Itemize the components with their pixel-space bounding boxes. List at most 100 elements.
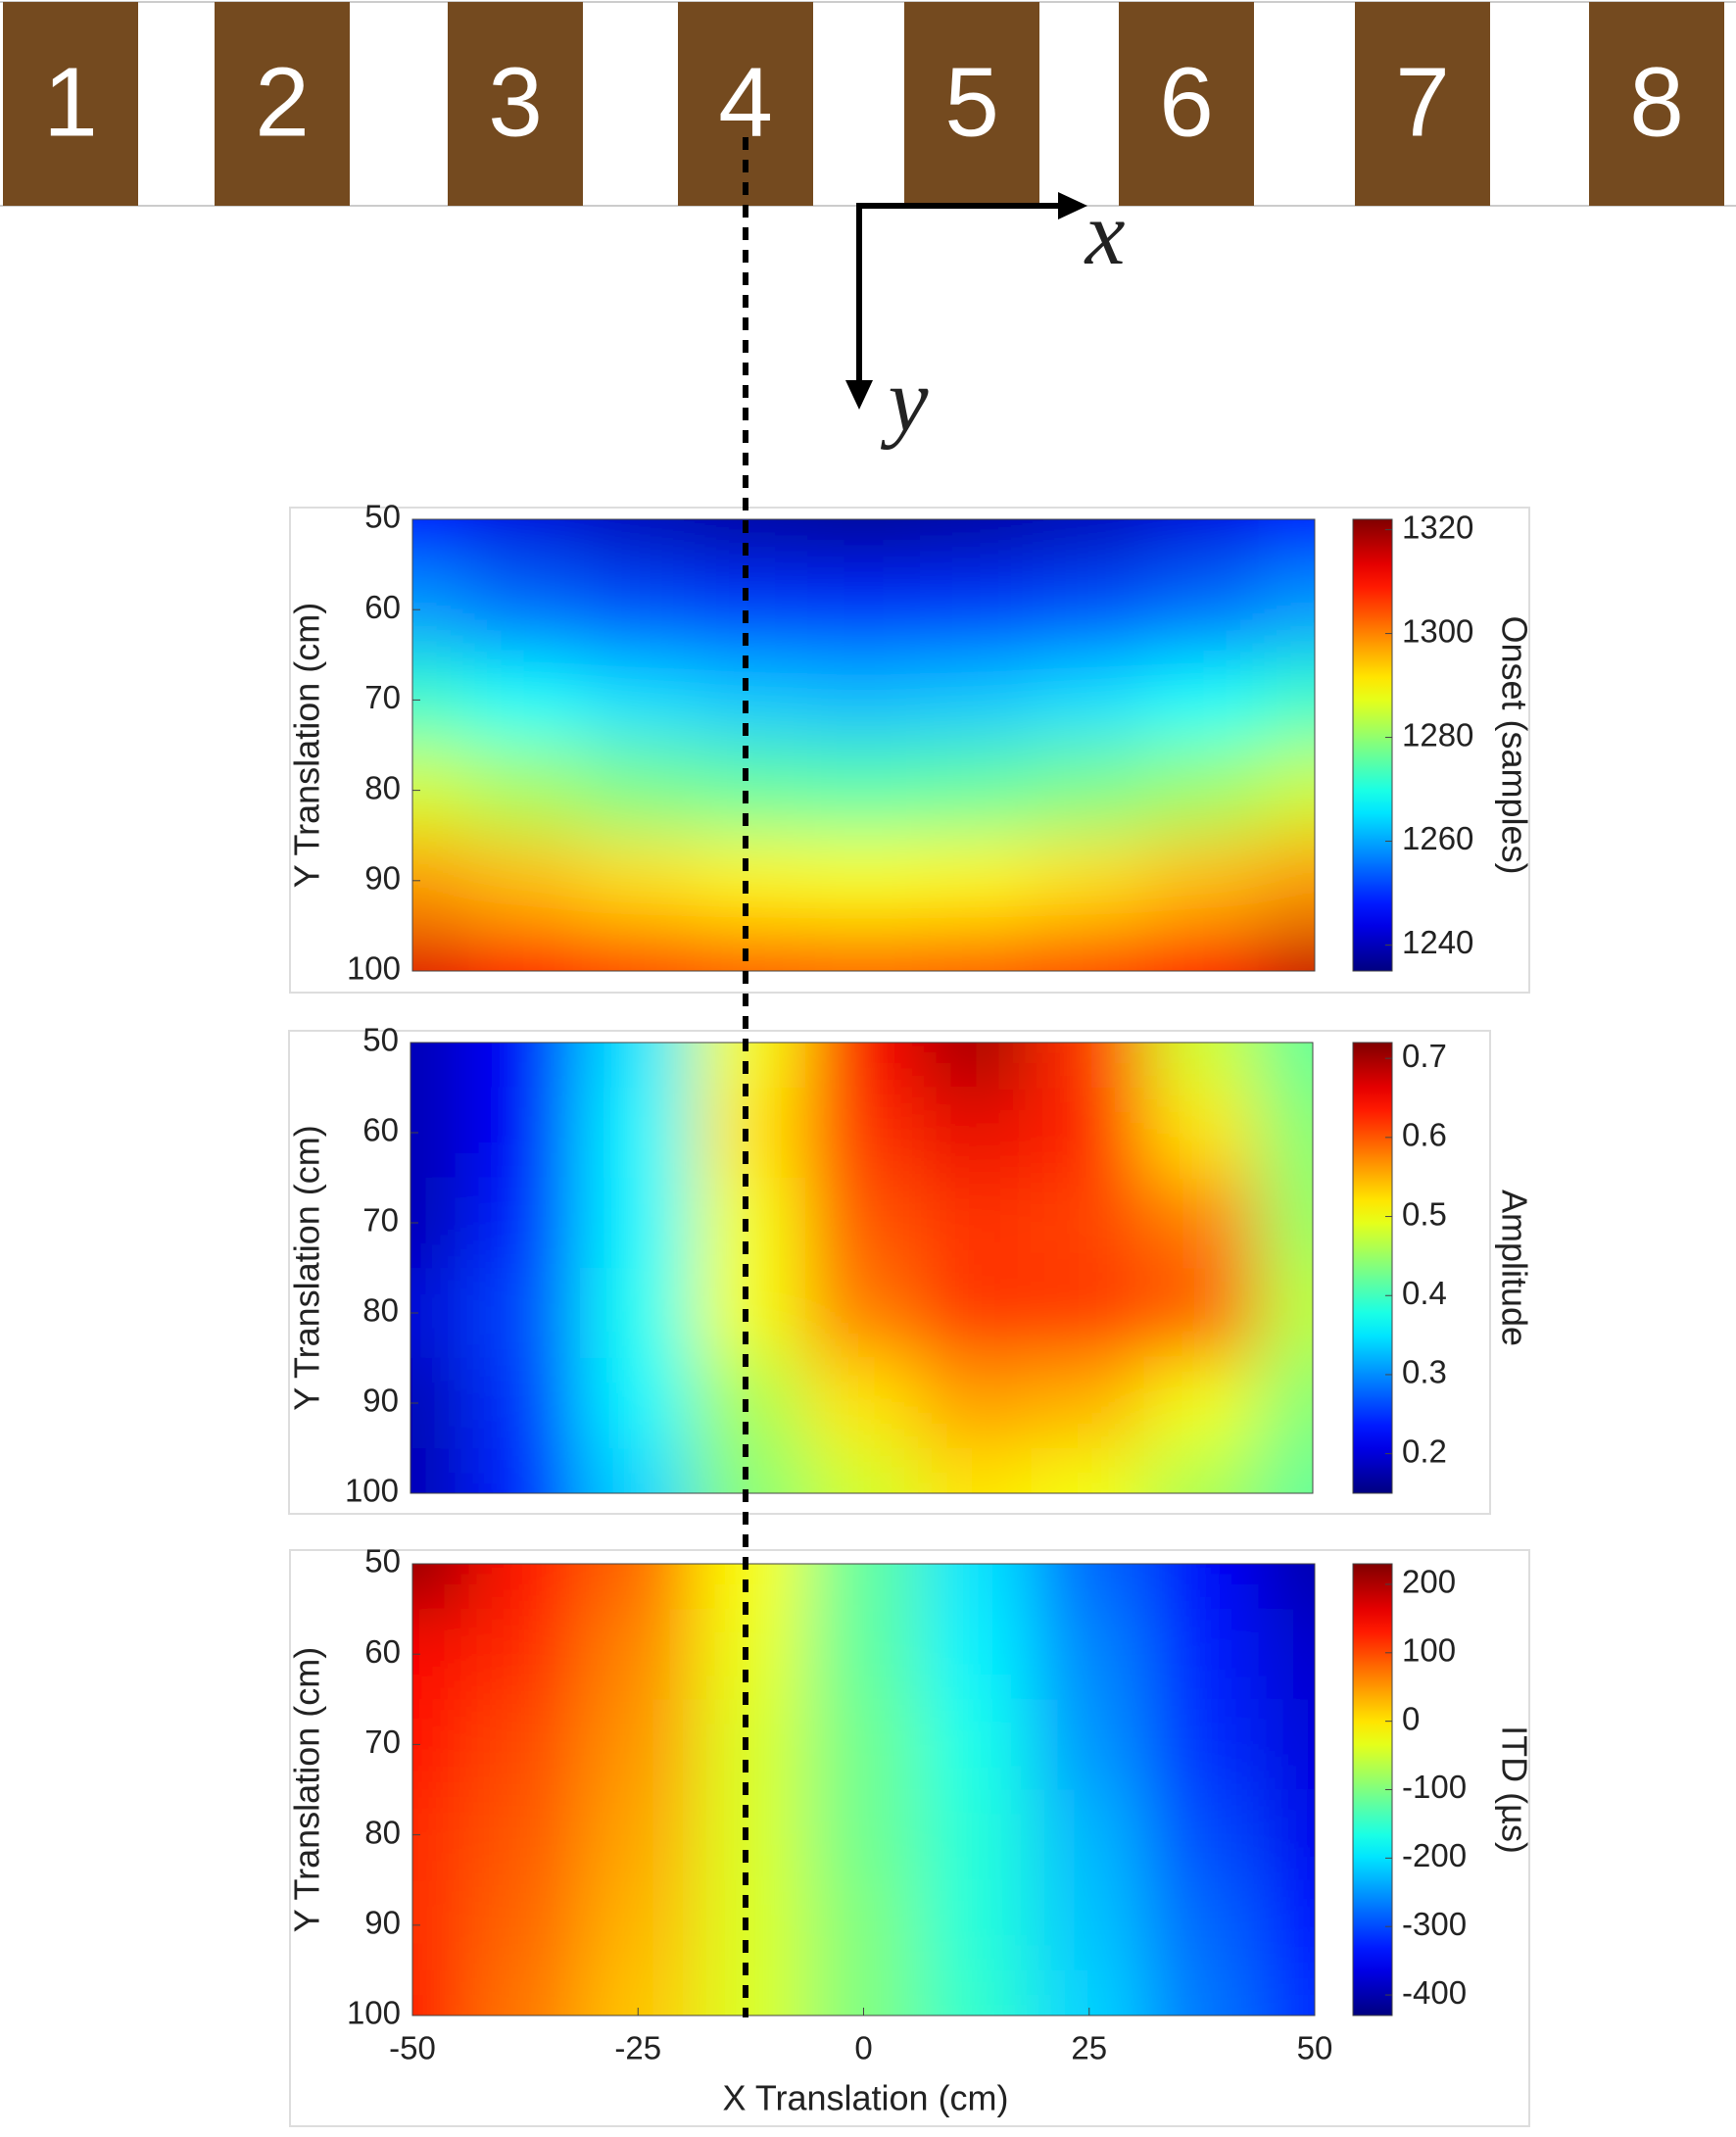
y-tick-label: 60: [362, 1112, 399, 1148]
y-axis-label: Y Translation (cm): [287, 1125, 327, 1410]
heatmap-cell: [1033, 1609, 1146, 1700]
colorbar-tick-label: 0.7: [1402, 1038, 1447, 1074]
heatmap-cell: [692, 1268, 806, 1359]
heatmap-cell: [1258, 1609, 1315, 1700]
speaker-box: [904, 2, 1039, 206]
heatmap-cell: [466, 1043, 581, 1089]
y-direction-label: y: [881, 350, 929, 450]
heatmap-cell: [806, 1879, 921, 1971]
speaker-label: 5: [944, 47, 999, 157]
heatmap-cell: [806, 1699, 921, 1790]
heatmap-cell: [1256, 1043, 1313, 1089]
heatmap-cell: [466, 1268, 581, 1359]
heatmap-cell: [694, 1789, 808, 1881]
y-axis-label: Y Translation (cm): [287, 1647, 327, 1932]
y-tick-label: 80: [364, 1814, 401, 1850]
y-tick-label: 90: [362, 1383, 399, 1419]
heatmap-cell: [1143, 1178, 1257, 1269]
colorbar-tick-label: 0.5: [1402, 1195, 1447, 1232]
heatmap-cell: [804, 1043, 919, 1089]
y-tick-label: 50: [364, 1543, 401, 1579]
colorbar-tick-label: 1280: [1402, 716, 1473, 753]
heatmap-cell: [1031, 1088, 1144, 1179]
heatmap-cell: [1033, 1789, 1146, 1881]
y-axis-label: Y Translation (cm): [287, 603, 327, 888]
heatmap-clip: [412, 519, 1315, 971]
heatmap-cell: [410, 1448, 468, 1493]
panel: 50 60 70 80 90 100 Y Translation (cm) 0.2 0.3 0.4…: [287, 1022, 1534, 1515]
y-tick-label: 100: [347, 950, 401, 987]
y-tick-label: 70: [364, 1724, 401, 1760]
speaker-box: [3, 2, 138, 206]
heatmap-cell: [692, 1088, 806, 1179]
heatmap-cell: [1145, 1699, 1259, 1790]
heatmap-cell: [466, 1358, 581, 1449]
plot-border: [410, 1042, 1314, 1494]
heatmap-cell: [918, 1358, 1032, 1449]
heatmap-cell: [581, 745, 696, 837]
heatmap-cell: [806, 925, 921, 971]
heatmap-cell: [920, 745, 1034, 837]
colorbar-tick-label: 1260: [1402, 820, 1473, 856]
heatmap-cell: [920, 1789, 1034, 1881]
x-direction-label: x: [1084, 183, 1126, 283]
heatmap-cell: [1145, 925, 1259, 971]
heatmap-cell: [1033, 564, 1146, 656]
speaker-label: 3: [488, 47, 543, 157]
heatmap-cell: [579, 1043, 694, 1089]
heatmap-cell: [806, 835, 921, 927]
heatmap-cell: [468, 1699, 583, 1790]
heatmap-cell: [692, 1043, 806, 1089]
heatmap-cell: [1145, 1969, 1259, 2016]
heatmap-cell: [579, 1088, 694, 1179]
heatmap-cell: [806, 519, 921, 565]
y-tick-label: 90: [364, 860, 401, 897]
heatmap: [412, 1564, 1315, 2016]
heatmap-cell: [1031, 1178, 1144, 1269]
heatmap-cell: [692, 1178, 806, 1269]
heatmap-cell: [1145, 1564, 1259, 1610]
x-tick-label: -50: [389, 2030, 436, 2066]
heatmap-cell: [410, 1358, 468, 1449]
heatmap-cell: [920, 1879, 1034, 1971]
heatmap-cell: [1256, 1358, 1313, 1449]
heatmap-cell: [806, 1564, 921, 1610]
heatmap-cell: [1143, 1358, 1257, 1449]
colorbar: [1352, 1042, 1393, 1494]
y-tick-label: 100: [347, 1995, 401, 2031]
heatmap-cell: [468, 1609, 583, 1700]
heatmap-cell: [920, 1699, 1034, 1790]
heatmap-cell: [920, 655, 1034, 746]
heatmap-cell: [1258, 564, 1315, 656]
heatmap-cell: [920, 1969, 1034, 2016]
heatmap-cell: [694, 1609, 808, 1700]
heatmap-cell: [694, 1564, 808, 1610]
heatmap-cell: [1033, 745, 1146, 837]
heatmap-cell: [468, 1879, 583, 1971]
y-tick-label: 70: [362, 1202, 399, 1238]
heatmap-cell: [468, 1789, 583, 1881]
heatmap-cell: [1031, 1358, 1144, 1449]
heatmap-cell: [918, 1268, 1032, 1359]
heatmap-cell: [692, 1358, 806, 1449]
heatmap-cell: [918, 1448, 1032, 1493]
heatmap-cell: [410, 1178, 468, 1269]
heatmap-cell: [1145, 1789, 1259, 1881]
heatmap-cell: [920, 1609, 1034, 1700]
y-tick-label: 100: [345, 1473, 399, 1509]
x-arrowhead: [1058, 192, 1087, 219]
colorbar-tick-label: 0.3: [1402, 1354, 1447, 1390]
y-tick-label: 60: [364, 589, 401, 625]
colorbar-tick-label: 0.2: [1402, 1433, 1447, 1469]
x-tick-label: 25: [1071, 2030, 1107, 2066]
heatmap-cell: [918, 1178, 1032, 1269]
heatmap-cell: [1258, 1879, 1315, 1971]
heatmap-cell: [468, 564, 583, 656]
heatmap-cell: [410, 1268, 468, 1359]
heatmap-cell: [1033, 519, 1146, 565]
heatmap-cell: [1145, 1879, 1259, 1971]
heatmap-cell: [468, 745, 583, 837]
heatmap-cell: [1145, 835, 1259, 927]
